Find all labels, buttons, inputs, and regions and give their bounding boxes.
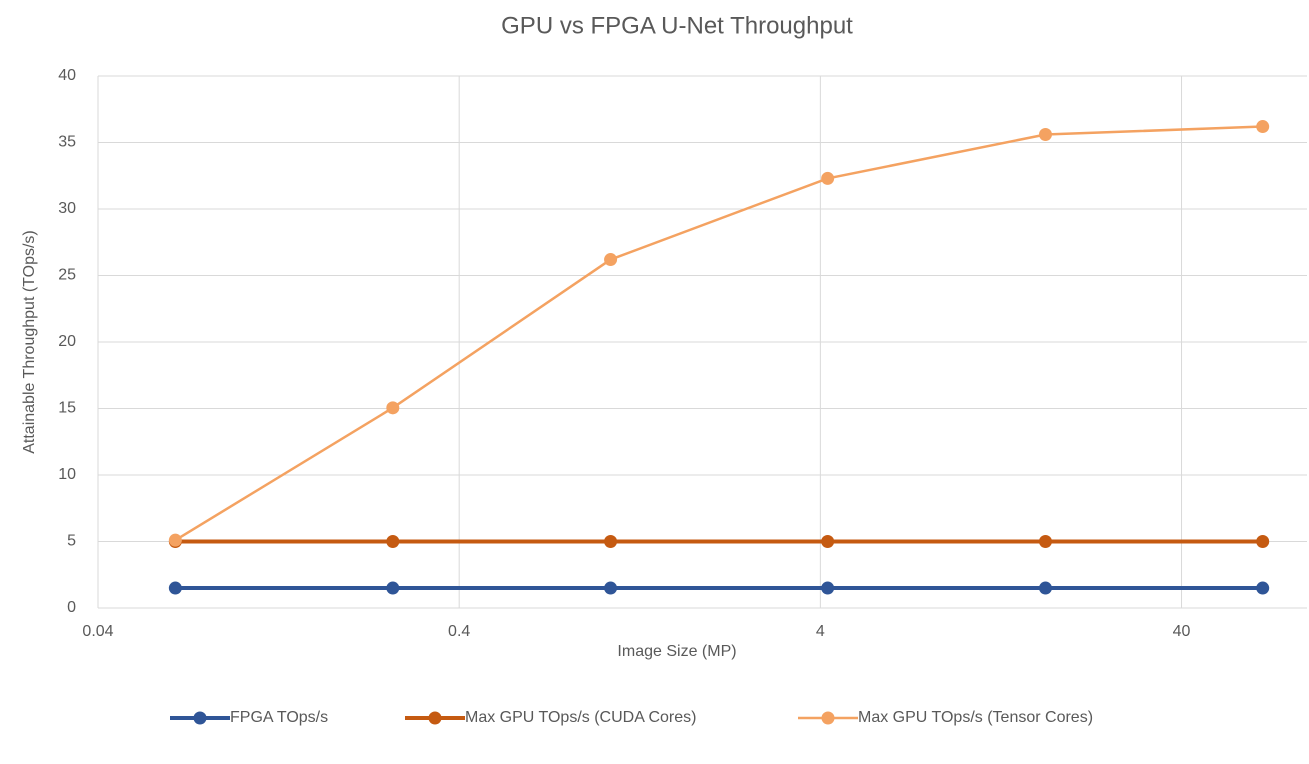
legend-marker	[821, 711, 835, 725]
y-tick-label: 15	[58, 400, 76, 417]
series-marker	[1256, 535, 1270, 548]
series-marker	[1256, 120, 1270, 134]
chart-title: GPU vs FPGA U-Net Throughput	[501, 12, 853, 39]
series-marker	[1256, 581, 1270, 595]
y-tick-label: 0	[67, 599, 76, 616]
x-tick-label: 0.04	[82, 623, 113, 640]
legend-label: FPGA TOps/s	[230, 709, 328, 726]
series-marker	[386, 581, 400, 595]
y-tick-label: 35	[58, 134, 76, 151]
legend-label: Max GPU TOps/s (CUDA Cores)	[465, 709, 696, 726]
x-tick-label: 0.4	[448, 623, 470, 640]
series-marker	[604, 535, 618, 548]
series-marker	[386, 401, 400, 415]
y-tick-label: 40	[58, 67, 76, 84]
legend-label: Max GPU TOps/s (Tensor Cores)	[858, 709, 1093, 726]
series-marker	[821, 535, 835, 548]
x-tick-label: 40	[1173, 623, 1191, 640]
series-marker	[168, 533, 182, 547]
series-marker	[1038, 581, 1052, 595]
y-tick-label: 30	[58, 200, 76, 217]
y-axis-label: Attainable Throughput (TOps/s)	[21, 230, 38, 454]
series-marker	[821, 171, 835, 185]
series-marker	[168, 581, 182, 595]
series-marker	[604, 253, 618, 267]
y-tick-label: 5	[67, 533, 76, 550]
series-marker	[821, 581, 835, 595]
y-tick-label: 10	[58, 466, 76, 483]
y-tick-label: 25	[58, 267, 76, 284]
series-marker	[386, 535, 400, 548]
y-tick-label: 20	[58, 333, 76, 350]
series-marker	[1038, 128, 1052, 142]
legend-marker	[193, 711, 207, 725]
legend-marker	[428, 711, 442, 725]
x-tick-label: 4	[816, 623, 825, 640]
series-marker	[604, 581, 618, 595]
series-line	[174, 125, 1263, 542]
x-axis-label: Image Size (MP)	[617, 643, 736, 660]
series-marker	[1038, 535, 1052, 548]
